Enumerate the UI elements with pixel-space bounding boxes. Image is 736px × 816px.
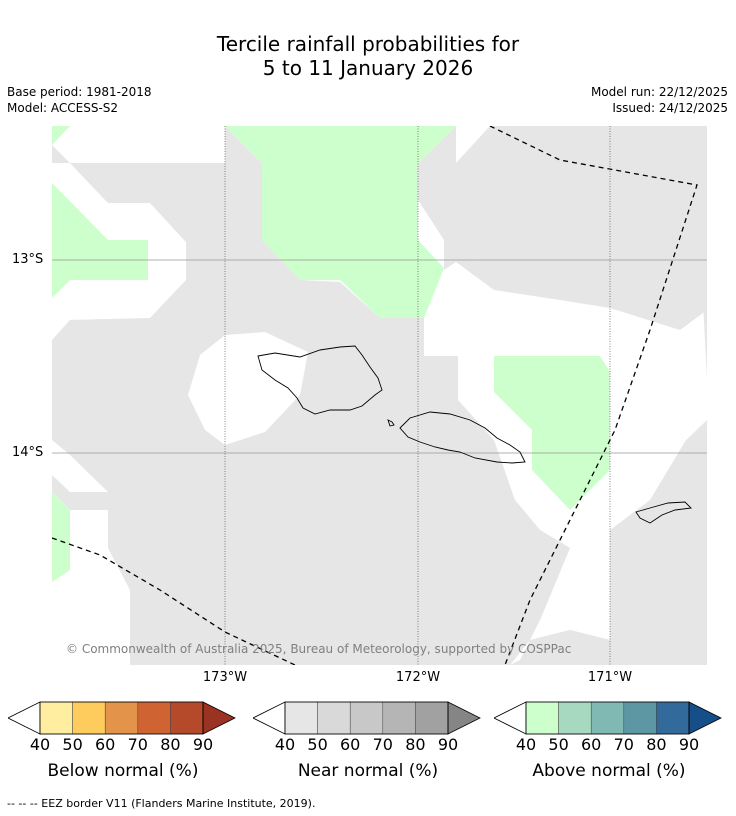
- savaii-island: [257, 345, 383, 415]
- no-dominant-blob: [188, 332, 308, 445]
- lat-gridlines: [52, 259, 707, 454]
- colorbar-swatch: [590, 701, 625, 735]
- colorbar-high-extension: [447, 701, 481, 735]
- above-normal-region: [52, 126, 610, 582]
- lon-label-171w: 171°W: [587, 670, 633, 685]
- colorbar-low-extension: [494, 701, 527, 735]
- base-period: Base period: 1981-2018: [7, 85, 152, 99]
- colorbar-tick-label: 90: [437, 735, 459, 754]
- colorbar-swatch: [623, 701, 657, 735]
- colorbar-outline: [39, 701, 204, 735]
- colorbar-tick-label: 60: [340, 735, 361, 754]
- colorbar-swatch: [558, 701, 592, 735]
- colorbar-swatch: [382, 701, 416, 735]
- map-title-line1: Tercile rainfall probabilities for: [216, 32, 520, 56]
- colorbar-tick-label: 60: [95, 735, 116, 754]
- lat-label-14s: 14°S: [12, 445, 44, 460]
- model-name: Model: ACCESS-S2: [7, 101, 119, 115]
- colorbar-swatch: [317, 701, 351, 735]
- forecast-map: [52, 126, 707, 665]
- lon-label-172w: 172°W: [395, 670, 441, 685]
- colorbar-swatch: [525, 701, 559, 735]
- colorbar-tick-label: 80: [405, 735, 426, 754]
- lon-label-173w: 173°W: [202, 670, 248, 685]
- model-run: Model run: 22/12/2025: [590, 85, 728, 99]
- colorbar-title: Near normal (%): [297, 761, 439, 781]
- colorbar-tick-label: 40: [29, 735, 51, 754]
- colorbar-outline: [525, 701, 690, 735]
- colorbar-tick-label: 50: [307, 735, 328, 754]
- colorbar-tick-label: 70: [372, 735, 393, 754]
- manono-islet: [387, 419, 395, 427]
- copyright-notice: © Commonwealth of Australia 2025, Bureau…: [66, 642, 572, 656]
- colorbar-outline: [284, 701, 449, 735]
- colorbar-tick-label: 90: [192, 735, 214, 754]
- map-title-line2: 5 to 11 January 2026: [262, 56, 474, 80]
- colorbar-swatch: [39, 701, 73, 735]
- colorbar-title: Above normal (%): [532, 761, 686, 781]
- island-outlines: [257, 345, 692, 524]
- colorbar-tick-label: 50: [62, 735, 83, 754]
- upolu-island: [399, 411, 526, 464]
- colorbar-swatch: [137, 701, 171, 735]
- colorbar-tick-label: 70: [613, 735, 634, 754]
- colorbar-swatch: [656, 701, 690, 735]
- eez-border: [52, 126, 698, 665]
- colorbar-tick-label: 40: [274, 735, 296, 754]
- colorbar-swatch: [170, 701, 204, 735]
- colorbar-tick-label: 70: [127, 735, 148, 754]
- colorbar-low-extension: [8, 701, 41, 735]
- issued-date: Issued: 24/12/2025: [612, 101, 728, 115]
- eez-footnote: -- -- -- EEZ border V11 (Flanders Marine…: [7, 797, 316, 810]
- lat-label-13s: 13°S: [12, 252, 44, 267]
- colorbar-swatch: [104, 701, 139, 735]
- colorbar-tick-label: 80: [646, 735, 667, 754]
- colorbar-legends: 40 50 60 70 80 90 Below normal (%) 40 50 60 70 80 90…: [0, 700, 736, 800]
- colorbar-tick-label: 80: [160, 735, 181, 754]
- colorbar-3: [494, 701, 722, 735]
- colorbar-title: Below normal (%): [47, 761, 199, 781]
- colorbar-swatch: [72, 701, 106, 735]
- colorbar-swatch: [415, 701, 449, 735]
- colorbar-1: [8, 701, 236, 735]
- colorbar-swatch: [349, 701, 384, 735]
- colorbar-tick-label: 60: [581, 735, 602, 754]
- colorbar-tick-label: 90: [678, 735, 700, 754]
- colorbar-tick-label: 50: [548, 735, 569, 754]
- colorbar-tick-label: 40: [515, 735, 537, 754]
- colorbar-swatch: [284, 701, 318, 735]
- colorbar-low-extension: [253, 701, 286, 735]
- tutuila-island: [635, 501, 692, 524]
- colorbar-high-extension: [688, 701, 722, 735]
- near-normal-region-interior: [52, 126, 707, 665]
- colorbar-2: [253, 701, 481, 735]
- colorbar-high-extension: [202, 701, 236, 735]
